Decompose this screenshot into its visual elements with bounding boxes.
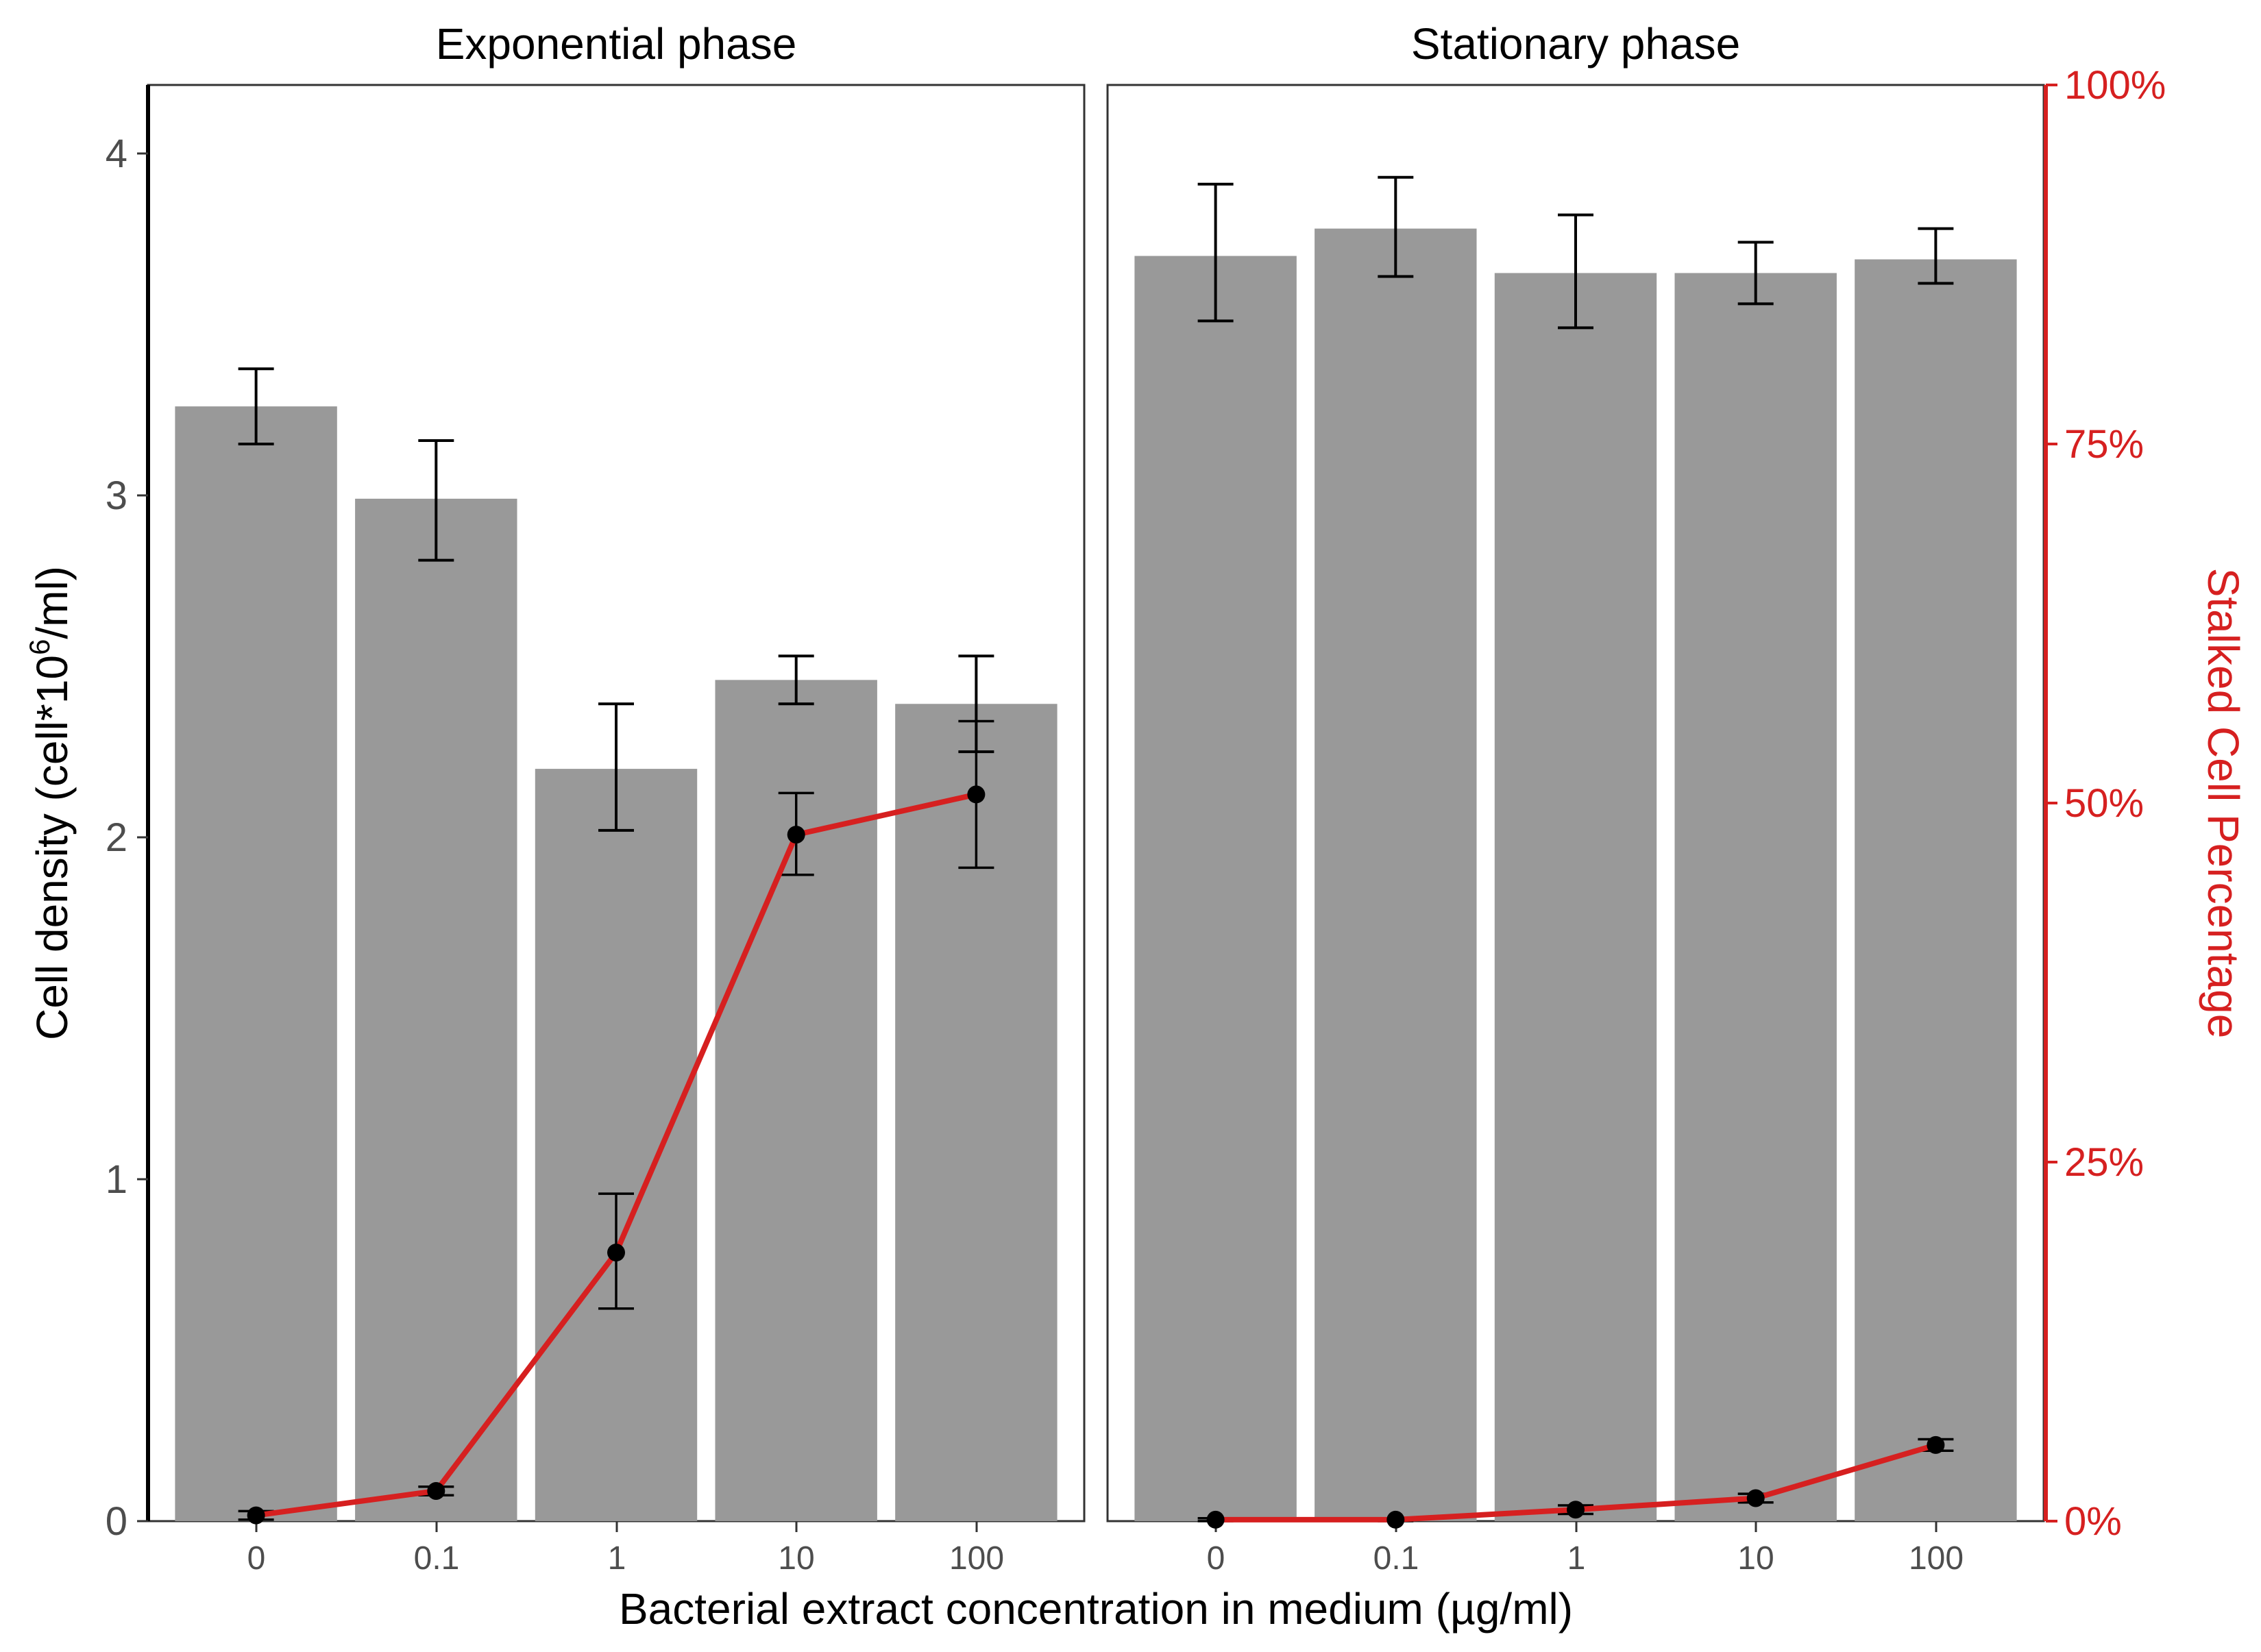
y2-tick-label-0: 0%: [2064, 1499, 2122, 1544]
x-tick-label-sta-0: 0: [1207, 1540, 1225, 1577]
y-tick-label-4: 4: [106, 132, 127, 176]
stalked-point-exp-0: [247, 1506, 265, 1525]
bar-exp-0: [175, 406, 337, 1521]
bar-errorbar-sta-4: [1918, 227, 1954, 285]
x-tick-label-exp-1: 0.1: [414, 1540, 460, 1577]
stalked-point-exp-1: [427, 1481, 445, 1500]
y-axis-title: Cell density (cell*106/ml): [23, 566, 77, 1040]
y2-tick-label-100: 100%: [2064, 63, 2166, 108]
y2-tick-label-25: 25%: [2064, 1140, 2144, 1185]
bar-errorbars-layer: [238, 175, 1954, 832]
x-axis-panel-stationary: 0 0.1 1 10 100: [1207, 1521, 1964, 1577]
stalked-point-exp-4: [967, 785, 986, 804]
y-tick-label-0: 0: [106, 1499, 127, 1544]
stalked-point-exp-2: [607, 1244, 625, 1262]
panel-title-stationary: Stationary phase: [1411, 19, 1740, 69]
bar-errorbar-sta-0: [1197, 182, 1234, 323]
y-axis-left-ticks: 0 1 2 3 4: [106, 132, 148, 1544]
bar-sta-2: [1494, 273, 1657, 1521]
stalked-point-sta-2: [1567, 1501, 1585, 1519]
bar-errorbar-sta-2: [1558, 213, 1593, 330]
stalked-point-exp-3: [787, 826, 805, 844]
bar-errorbar-sta-3: [1737, 241, 1774, 306]
bar-sta-0: [1134, 256, 1297, 1521]
x-axis-title: Bacterial extract concentration in mediu…: [619, 1584, 1573, 1633]
bar-errorbar-exp-0: [238, 367, 274, 445]
bars-layer: [175, 228, 2017, 1522]
stalked-line-layer: [238, 719, 1954, 1529]
y-tick-label-2: 2: [106, 815, 127, 860]
stalked-point-sta-4: [1927, 1435, 1945, 1454]
y-tick-label-3: 3: [106, 473, 127, 518]
stalked-point-sta-0: [1206, 1510, 1225, 1529]
stalked-point-sta-1: [1386, 1510, 1405, 1529]
bar-errorbar-exp-2: [598, 702, 634, 832]
x-tick-label-exp-2: 1: [608, 1540, 626, 1577]
y-axis-title-unit: /ml): [27, 566, 77, 639]
bar-sta-4: [1855, 259, 2017, 1521]
x-tick-label-sta-3: 10: [1737, 1540, 1774, 1577]
bar-errorbar-sta-1: [1378, 175, 1414, 278]
x-tick-label-exp-4: 100: [949, 1540, 1004, 1577]
y-axis-right-ticks: 0% 25% 50% 75% 100%: [2046, 63, 2166, 1544]
x-tick-label-sta-4: 100: [1909, 1540, 1964, 1577]
x-axis-panel-exponential: 0 0.1 1 10 100: [247, 1521, 1004, 1577]
x-tick-label-exp-0: 0: [247, 1540, 266, 1577]
x-tick-label-exp-3: 10: [778, 1540, 814, 1577]
y2-tick-label-75: 75%: [2064, 422, 2144, 467]
y2-tick-label-50: 50%: [2064, 781, 2144, 826]
panel-title-exponential: Exponential phase: [436, 19, 797, 69]
bar-errorbar-exp-3: [778, 654, 814, 706]
y-tick-label-1: 1: [106, 1157, 127, 1202]
bar-sta-3: [1674, 273, 1837, 1521]
y2-axis-title: Stalked Cell Percentage: [2199, 568, 2248, 1039]
x-tick-label-sta-1: 0.1: [1373, 1540, 1419, 1577]
y-axis-title-main: Cell density (cell*10: [27, 655, 77, 1040]
x-tick-label-sta-2: 1: [1567, 1540, 1586, 1577]
y-axis-title-superscript: 6: [23, 639, 56, 655]
stalked-point-sta-3: [1746, 1489, 1765, 1507]
bar-exp-2: [535, 769, 698, 1521]
bar-errorbar-exp-1: [418, 439, 454, 562]
bar-sta-1: [1315, 228, 1477, 1522]
bar-exp-1: [355, 498, 517, 1521]
